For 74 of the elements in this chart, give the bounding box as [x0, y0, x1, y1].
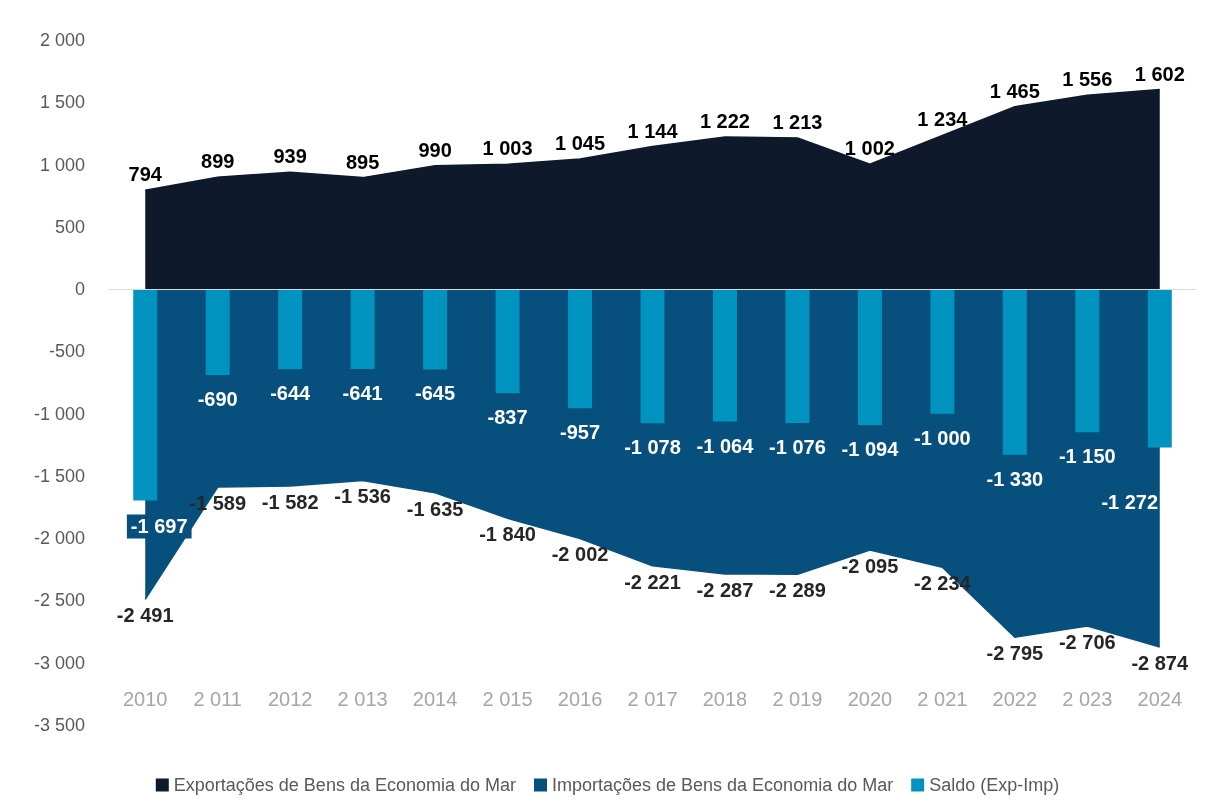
x-tick-label: 2018	[702, 688, 748, 710]
y-tick-label: -2 500	[33, 590, 85, 611]
data-label: -1 582	[261, 491, 319, 514]
data-label: -2 795	[986, 642, 1044, 665]
x-tick-label: 2 011	[193, 688, 242, 710]
y-tick-label: -3 000	[33, 652, 85, 673]
data-label: -1 330	[986, 467, 1044, 490]
data-label: -837	[487, 406, 528, 429]
data-label: 1 213	[772, 111, 823, 134]
data-label: 939	[273, 145, 307, 168]
data-label: -2 491	[116, 604, 174, 627]
data-label: -641	[342, 381, 383, 404]
y-tick-label: 2 000	[39, 30, 85, 50]
data-label: -957	[560, 421, 601, 444]
x-tick-label: 2 021	[917, 688, 968, 710]
x-tick-label: 2 017	[627, 688, 678, 710]
data-label: 1 602	[1134, 62, 1185, 85]
y-tick-label: 500	[54, 216, 85, 237]
data-label: 1 144	[627, 119, 679, 142]
data-label: -1 840	[479, 523, 536, 546]
x-tick-label: 2014	[412, 688, 458, 710]
data-label: -2 287	[696, 578, 754, 601]
y-tick-label: 0	[74, 279, 85, 300]
data-label: -1 272	[1101, 490, 1159, 513]
data-label: -1 697	[130, 515, 188, 538]
y-tick-label: -2 000	[33, 528, 85, 549]
data-label: -644	[270, 382, 312, 405]
legend-label: Importações de Bens da Economia do Mar	[551, 775, 894, 795]
data-label: -1 635	[406, 497, 464, 520]
data-label: -2 874	[1131, 652, 1189, 675]
data-label: -1 064	[696, 434, 755, 457]
data-label: 895	[345, 150, 380, 173]
y-tick-label: 1 000	[39, 154, 85, 175]
data-label: 1 003	[482, 137, 533, 160]
x-tick-label: 2 015	[482, 688, 533, 710]
data-label: -2 095	[841, 555, 899, 578]
data-label: -645	[415, 382, 456, 405]
x-tick-label: 2 023	[1062, 688, 1113, 710]
x-tick-label: 2 019	[772, 688, 823, 710]
x-tick-label: 2012	[267, 688, 313, 710]
data-label: 990	[418, 138, 452, 161]
data-label: 1 556	[1062, 68, 1113, 91]
data-label: -1 000	[914, 426, 971, 449]
x-tick-label: 2 013	[337, 688, 388, 710]
x-tick-label: 2020	[847, 688, 893, 710]
data-label: -1 536	[334, 485, 391, 508]
data-label: -1 076	[769, 436, 826, 459]
y-tick-label: -3 500	[33, 715, 85, 735]
data-label: -1 078	[624, 436, 681, 459]
data-label: -2 706	[1058, 631, 1116, 654]
data-label: 1 045	[555, 131, 606, 154]
data-label: -2 221	[624, 570, 681, 593]
x-tick-label: 2010	[122, 688, 168, 710]
x-tick-label: 2022	[992, 688, 1038, 710]
y-tick-label: -1 000	[33, 403, 85, 424]
data-label: -2 289	[769, 579, 826, 602]
data-label: 899	[201, 150, 235, 173]
data-label: 1 002	[844, 137, 895, 160]
y-tick-label: 1 500	[39, 92, 85, 113]
data-label: 1 234	[917, 108, 969, 131]
y-tick-label: -1 500	[33, 465, 85, 486]
data-label: -1 094	[841, 438, 900, 461]
legend-label: Saldo (Exp-Imp)	[929, 775, 1060, 795]
data-label: 1 465	[989, 79, 1040, 102]
legend-label: Exportações de Bens da Economia do Mar	[173, 775, 516, 795]
data-label: -1 150	[1058, 445, 1116, 468]
data-label: -2 002	[551, 543, 609, 566]
data-label: 1 222	[699, 109, 750, 132]
data-label: -1 589	[189, 491, 247, 514]
data-label: 794	[128, 163, 163, 186]
data-label: -690	[197, 388, 238, 411]
x-tick-label: 2016	[557, 688, 603, 710]
y-tick-label: -500	[48, 341, 85, 362]
x-tick-label: 2024	[1137, 688, 1183, 710]
